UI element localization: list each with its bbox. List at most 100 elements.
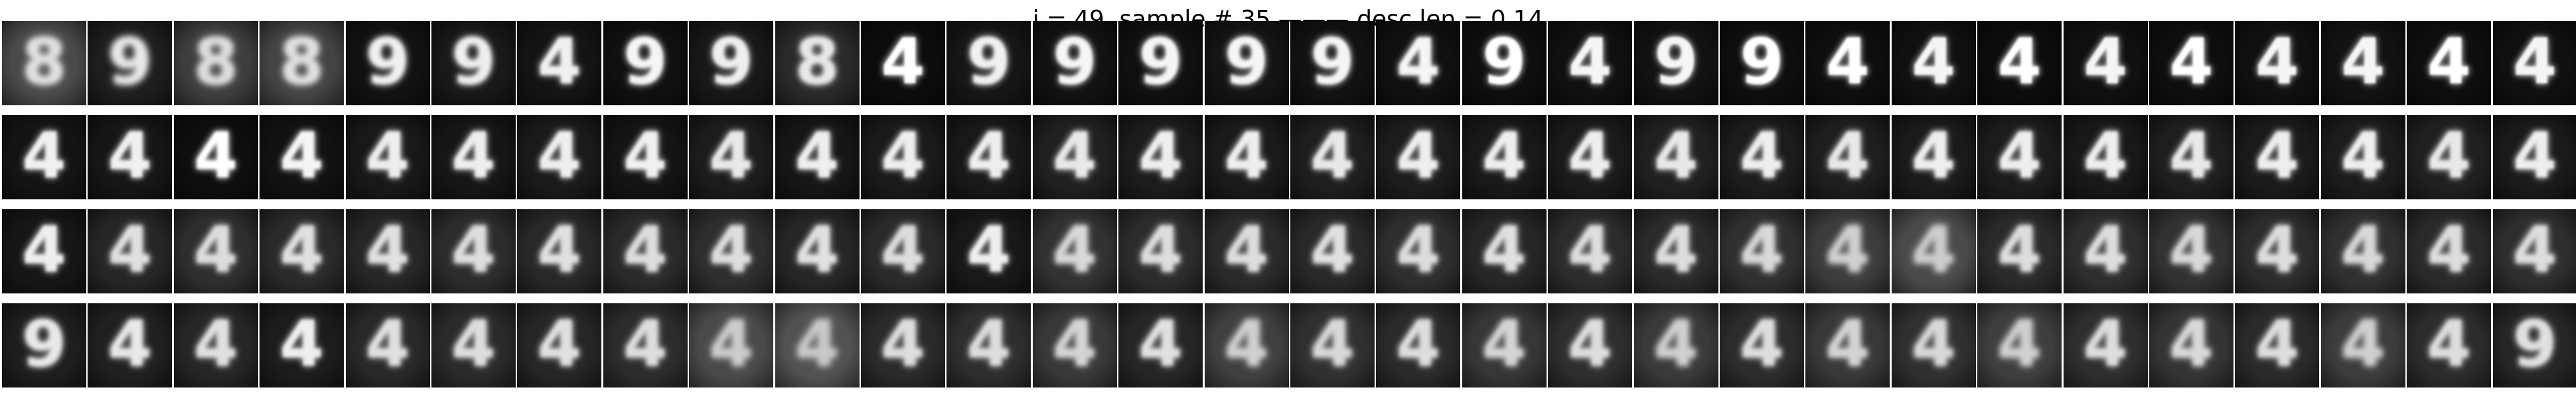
sample-tile: 9 [2,303,86,388]
digit-glyph: 4 [2083,119,2127,193]
sample-tile: 4 [946,303,1031,388]
sample-tile: 4 [1204,303,1289,388]
digit-glyph: 4 [1740,213,1784,288]
digit-glyph: 4 [194,307,238,382]
sample-tile: 9 [1462,21,1547,105]
digit-glyph: 4 [1825,119,1870,193]
digit-glyph: 4 [881,307,925,382]
sample-tile: 4 [88,115,173,199]
digit-glyph: 4 [537,307,582,382]
digit-glyph: 4 [2341,307,2386,382]
sample-tile: 4 [1891,115,1976,199]
digit-glyph: 4 [1482,119,1527,193]
sample-tile: 4 [1805,115,1890,199]
sample-tile: 4 [1462,115,1547,199]
digit-glyph: 9 [1053,25,1097,99]
sample-tile: 9 [1633,21,1718,105]
sample-tile: 4 [2320,21,2405,105]
sample-tile: 4 [1720,209,1804,293]
sample-tile: 4 [2149,21,2233,105]
digit-glyph: 9 [451,25,496,99]
sample-tile: 4 [861,115,945,199]
sample-tile: 4 [2063,209,2148,293]
digit-glyph: 4 [1911,307,1956,382]
digit-glyph: 4 [1138,119,1183,193]
sample-tile: 4 [2149,115,2233,199]
sample-tile: 4 [689,115,774,199]
digit-glyph: 4 [1825,213,1870,288]
digit-glyph: 4 [1911,25,1956,99]
digit-glyph: 4 [1997,307,2042,382]
digit-glyph: 4 [366,213,410,288]
sample-tile: 9 [2492,303,2576,388]
sample-tile: 4 [431,115,516,199]
sample-tile: 4 [1118,209,1203,293]
sample-tile: 4 [2492,209,2576,293]
sample-tile: 4 [2407,209,2492,293]
digit-glyph: 4 [2426,307,2471,382]
digit-glyph: 4 [451,307,496,382]
sample-tile: 4 [260,303,344,388]
digit-glyph: 4 [1310,213,1355,288]
sample-tile: 4 [260,209,344,293]
sample-tile: 4 [2320,115,2405,199]
digit-glyph: 4 [1482,307,1527,382]
digit-glyph: 9 [1310,25,1355,99]
sample-tile: 4 [2,209,86,293]
sample-tile: 4 [173,115,258,199]
digit-glyph: 4 [1911,119,1956,193]
sample-tile: 4 [861,21,945,105]
digit-glyph: 4 [966,213,1011,288]
sample-tile: 4 [1891,21,1976,105]
sample-tile: 9 [689,21,774,105]
sample-tile: 4 [1290,303,1375,388]
digit-glyph: 4 [795,119,839,193]
digit-glyph: 4 [2341,213,2386,288]
digit-glyph: 4 [2255,307,2299,382]
digit-glyph: 4 [1053,307,1097,382]
sample-tile: 4 [946,209,1031,293]
digit-glyph: 4 [194,119,238,193]
digit-glyph: 4 [1740,307,1784,382]
sample-tile: 9 [1720,21,1804,105]
digit-glyph: 4 [1568,213,1612,288]
sample-tile: 4 [2492,21,2576,105]
sample-tile: 4 [345,115,430,199]
digit-glyph: 4 [1310,307,1355,382]
digit-glyph: 4 [1997,25,2042,99]
digit-glyph: 4 [451,119,496,193]
digit-glyph: 4 [107,119,152,193]
sample-tile: 4 [1805,21,1890,105]
digit-glyph: 9 [966,25,1011,99]
digit-glyph: 4 [1825,307,1870,382]
digit-glyph: 8 [194,25,238,99]
digit-glyph: 4 [881,25,925,99]
digit-glyph: 4 [2255,119,2299,193]
sample-tile: 4 [2149,303,2233,388]
sample-tile: 4 [603,303,688,388]
digit-glyph: 4 [2255,213,2299,288]
digit-glyph: 4 [2426,119,2471,193]
digit-glyph: 9 [1224,25,1269,99]
digit-glyph: 4 [1568,119,1612,193]
digit-glyph: 4 [2255,25,2299,99]
sample-tile: 4 [1805,303,1890,388]
digit-glyph: 4 [1224,307,1269,382]
sample-tile: 9 [1118,21,1203,105]
digit-glyph: 4 [2169,213,2214,288]
sample-tile: 4 [517,21,602,105]
digit-glyph: 4 [2513,25,2557,99]
sample-tile: 4 [2407,303,2492,388]
digit-glyph: 4 [709,119,754,193]
digit-glyph: 4 [881,213,925,288]
digit-glyph: 4 [194,213,238,288]
digit-glyph: 4 [2169,119,2214,193]
sample-tile: 4 [2149,209,2233,293]
digit-glyph: 4 [279,213,324,288]
sample-tile: 8 [775,21,860,105]
sample-tile: 4 [2063,115,2148,199]
digit-glyph: 4 [2083,25,2127,99]
sample-tile: 4 [1548,21,1633,105]
digit-glyph: 4 [795,307,839,382]
sample-tile: 4 [689,303,774,388]
